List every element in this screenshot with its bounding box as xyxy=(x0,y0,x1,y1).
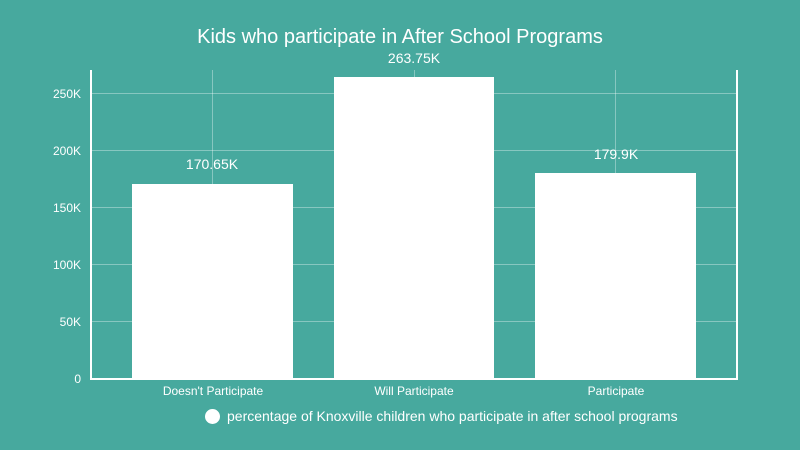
bar-doesnt-participate[interactable] xyxy=(132,184,293,379)
legend-dot-icon xyxy=(205,408,220,424)
legend-item[interactable]: percentage of Knoxville children who par… xyxy=(205,408,678,424)
value-label: 170.65K xyxy=(185,156,239,172)
value-label: 179.9K xyxy=(593,146,639,162)
chart-title: Kids who participate in After School Pro… xyxy=(197,26,603,48)
bar-participate[interactable] xyxy=(535,173,696,379)
y-tick: 0 xyxy=(74,372,81,386)
y-axis-line xyxy=(90,70,92,380)
x-axis-line xyxy=(90,378,738,380)
x-tick: Will Participate xyxy=(374,384,454,398)
x-tick: Participate xyxy=(587,384,645,398)
y-tick: 100K xyxy=(52,258,81,272)
legend-label: percentage of Knoxville children who par… xyxy=(227,408,678,424)
bar-will-participate[interactable] xyxy=(334,77,494,379)
y-tick: 250K xyxy=(52,87,81,101)
y-tick: 150K xyxy=(52,201,81,215)
value-label: 263.75K xyxy=(387,50,441,66)
y-tick: 200K xyxy=(52,144,81,158)
x-tick: Doesn't Participate xyxy=(162,384,264,398)
y-tick: 50K xyxy=(59,315,81,329)
y-axis-right-line xyxy=(736,70,738,380)
